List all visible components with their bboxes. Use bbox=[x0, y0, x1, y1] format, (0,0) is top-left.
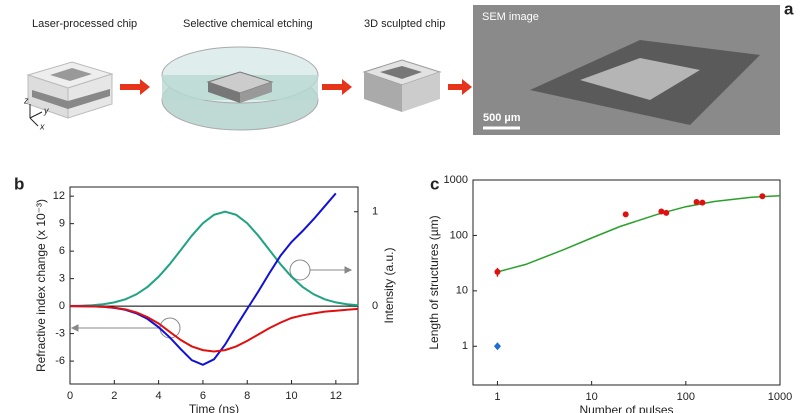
x-tick-label: 2 bbox=[111, 390, 117, 402]
annotation-arrows bbox=[70, 259, 353, 339]
data-line bbox=[69, 305, 359, 353]
y-axis-title: Refractive index change (x 10⁻³) bbox=[34, 199, 48, 372]
step-label: Selective chemical etching bbox=[183, 18, 313, 30]
point bbox=[663, 209, 670, 216]
y-tick-label: 12 bbox=[53, 190, 65, 202]
y-tick-label: 100 bbox=[450, 229, 468, 241]
y-tick-label: -3 bbox=[55, 328, 65, 340]
fit-line bbox=[497, 194, 781, 273]
y-tick-label: 6 bbox=[59, 245, 65, 257]
y-tick-label: 1 bbox=[462, 340, 468, 352]
y-tick-label: 3 bbox=[59, 273, 65, 285]
x-tick-label: 1000 bbox=[768, 391, 792, 403]
x-axis-title: Time (ns) bbox=[189, 402, 239, 413]
point bbox=[699, 199, 706, 206]
axis-letter: z bbox=[23, 95, 29, 105]
x-tick-label: 8 bbox=[244, 390, 250, 402]
point bbox=[693, 199, 700, 206]
step-label: Laser-processed chip bbox=[32, 18, 137, 30]
axis-icon bbox=[29, 104, 43, 127]
y2-tick-label: 0 bbox=[372, 300, 378, 312]
x-axis-title: Number of pulses bbox=[579, 403, 673, 413]
x-tick-label: 10 bbox=[586, 391, 598, 403]
plot-frame bbox=[472, 179, 781, 386]
etching-illustration bbox=[161, 46, 319, 131]
y-tick-label: 0 bbox=[59, 300, 65, 312]
x-tick-label: 100 bbox=[677, 391, 695, 403]
y2-tick-label: 1 bbox=[372, 206, 378, 218]
process-arrows bbox=[120, 79, 472, 95]
sem-label: SEM image bbox=[482, 11, 539, 23]
point bbox=[759, 193, 766, 200]
x-tick-label: 6 bbox=[200, 390, 206, 402]
x-tick-label: 1 bbox=[494, 391, 500, 403]
chip-illustration bbox=[26, 61, 114, 119]
point bbox=[493, 342, 501, 351]
y-axis-title: Length of structures (µm) bbox=[427, 215, 441, 349]
axis-letter: x bbox=[39, 121, 45, 131]
y-tick-label: 10 bbox=[456, 285, 468, 297]
sem-image bbox=[473, 5, 780, 135]
point bbox=[494, 268, 501, 275]
point bbox=[658, 208, 665, 215]
x-tick-label: 0 bbox=[67, 390, 73, 402]
axis-letter: y bbox=[43, 105, 49, 115]
sculpted-chip-illustration bbox=[362, 59, 442, 112]
x-tick-label: 12 bbox=[330, 390, 342, 402]
y-tick-label: 9 bbox=[59, 218, 65, 230]
y2-axis-title: Intensity (a.u.) bbox=[382, 247, 396, 323]
data-line bbox=[69, 210, 359, 307]
y-tick-label: 1000 bbox=[444, 174, 468, 186]
point bbox=[622, 211, 629, 218]
plot-frame bbox=[69, 186, 359, 385]
step-label: 3D sculpted chip bbox=[364, 18, 445, 30]
scale-bar-label: 500 µm bbox=[483, 112, 521, 124]
panel-label: c bbox=[430, 174, 439, 193]
panel-label: b bbox=[14, 174, 24, 193]
x-tick-label: 4 bbox=[156, 390, 162, 402]
panel-label: a bbox=[784, 0, 794, 18]
y-tick-label: -6 bbox=[55, 355, 65, 367]
x-tick-label: 10 bbox=[285, 390, 297, 402]
